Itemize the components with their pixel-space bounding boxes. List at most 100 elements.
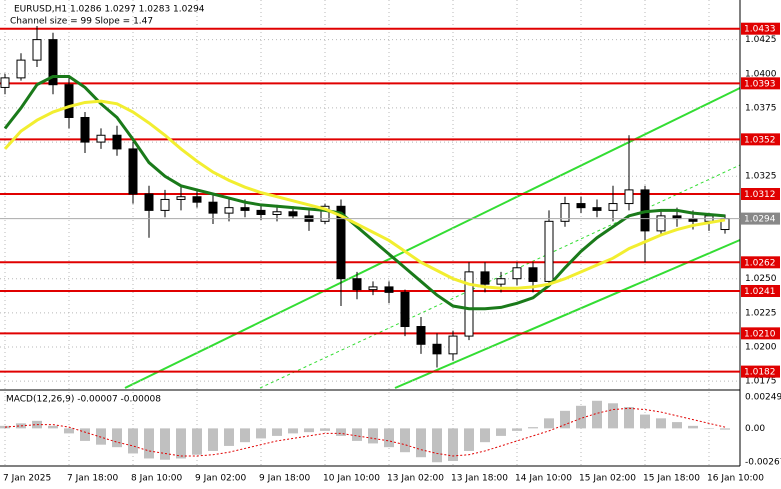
level-tag (741, 365, 780, 378)
level-tag (741, 133, 780, 146)
macd-bar (720, 428, 730, 430)
macd-bar (96, 428, 106, 445)
level-label: 1.0241 (744, 287, 776, 297)
y-tick-label: 0.00 (745, 424, 765, 434)
y-tick-label: -0.00267 (745, 457, 781, 467)
candle-body (176, 196, 186, 200)
candle-body (240, 207, 250, 211)
level-tag (741, 188, 780, 200)
x-tick-label: 8 Jan 10:00 (131, 474, 183, 484)
candle-body (208, 201, 218, 214)
macd-bar (688, 425, 698, 429)
macd-bar (176, 428, 186, 459)
x-tick-label: 15 Jan 18:00 (643, 474, 700, 484)
macd-bar (448, 428, 458, 461)
macd-bar (496, 428, 506, 436)
macd-bar (368, 428, 378, 444)
macd-bar (240, 428, 250, 443)
x-tick-label: 13 Jan 02:00 (387, 474, 444, 484)
x-tick-label: 9 Jan 02:00 (195, 474, 247, 484)
macd-bar (384, 428, 394, 448)
moving-average (3, 99, 726, 290)
level-tag (741, 327, 780, 340)
candle-body (272, 211, 282, 215)
macd-bar (272, 428, 282, 436)
x-tick-label: 7 Jan 18:00 (67, 474, 119, 484)
macd-bar (128, 428, 138, 454)
chart-title: EURUSD,H1 1.0286 1.0297 1.0283 1.0294 (14, 5, 205, 15)
candle-body (112, 134, 122, 150)
macd-bar (512, 428, 522, 431)
candle-body (288, 211, 298, 217)
candle-body (224, 207, 234, 214)
x-tick-label: 14 Jan 10:00 (515, 474, 572, 484)
macd-bar (640, 414, 650, 429)
candle-body (320, 205, 330, 222)
level-tag (741, 285, 780, 297)
macd-bar (432, 428, 442, 463)
macd-bar (320, 428, 330, 431)
last-price-label: 1.0294 (744, 215, 776, 225)
candle-body (336, 205, 346, 280)
macd-bar (704, 428, 714, 429)
macd-bar (656, 418, 666, 429)
moving-average (3, 75, 726, 311)
x-tick-label: 7 Jan 2025 (3, 474, 51, 484)
macd-bar (192, 428, 202, 455)
macd-bar (544, 418, 554, 429)
candle-body (96, 134, 106, 143)
candle-body (400, 291, 410, 328)
macd-bar (144, 428, 154, 459)
macd-bar (416, 428, 426, 458)
candle-body (144, 193, 154, 211)
y-tick-label: 1.0225 (745, 308, 777, 318)
candle-body (192, 196, 202, 203)
candle-body (416, 326, 426, 345)
macd-bar (288, 428, 298, 434)
candle-body (656, 215, 666, 232)
macd-bar (480, 428, 490, 443)
macd-bar (336, 428, 346, 436)
y-tick-label: 0.00249 (745, 393, 781, 403)
candle-body (432, 343, 442, 355)
level-label: 1.0312 (744, 190, 776, 200)
macd-title: MACD(12,26,9) -0.00007 -0.00008 (6, 395, 161, 405)
candle-body (560, 203, 570, 222)
macd-bar (672, 422, 682, 429)
macd-bar (256, 428, 266, 439)
candle-body (448, 335, 458, 355)
candle-body (576, 203, 586, 209)
level-tag (741, 256, 780, 269)
level-label: 1.0433 (744, 25, 776, 35)
candle-body (80, 116, 90, 143)
macd-bar (224, 428, 234, 446)
y-tick-label: 1.0375 (745, 103, 777, 113)
x-tick-label: 10 Jan 10:00 (323, 474, 380, 484)
macd-bar (64, 428, 74, 434)
x-tick-label: 9 Jan 18:00 (259, 474, 311, 484)
candle-body (48, 39, 58, 86)
channel-middle (259, 164, 741, 389)
level-label: 1.0182 (744, 368, 776, 378)
level-tag (741, 77, 780, 90)
candle-body (32, 39, 42, 61)
candle-body (608, 203, 618, 211)
candle-body (64, 84, 74, 118)
candle-body (128, 148, 138, 195)
macd-bar (560, 410, 570, 429)
x-tick-label: 15 Jan 02:00 (579, 474, 636, 484)
level-label: 1.0393 (744, 79, 776, 89)
chart-subtitle: Channel size = 99 Slope = 1.47 (10, 17, 153, 27)
channel-upper (124, 87, 741, 389)
macd-bar (576, 405, 586, 429)
macd-bar (592, 400, 602, 429)
y-tick-label: 1.0425 (745, 35, 777, 45)
macd-bar (304, 428, 314, 433)
y-tick-label: 1.0200 (745, 343, 777, 353)
macd-bar (208, 428, 218, 451)
channel-lower (394, 239, 741, 389)
candle-body (512, 267, 522, 280)
macd-bar (400, 428, 410, 453)
